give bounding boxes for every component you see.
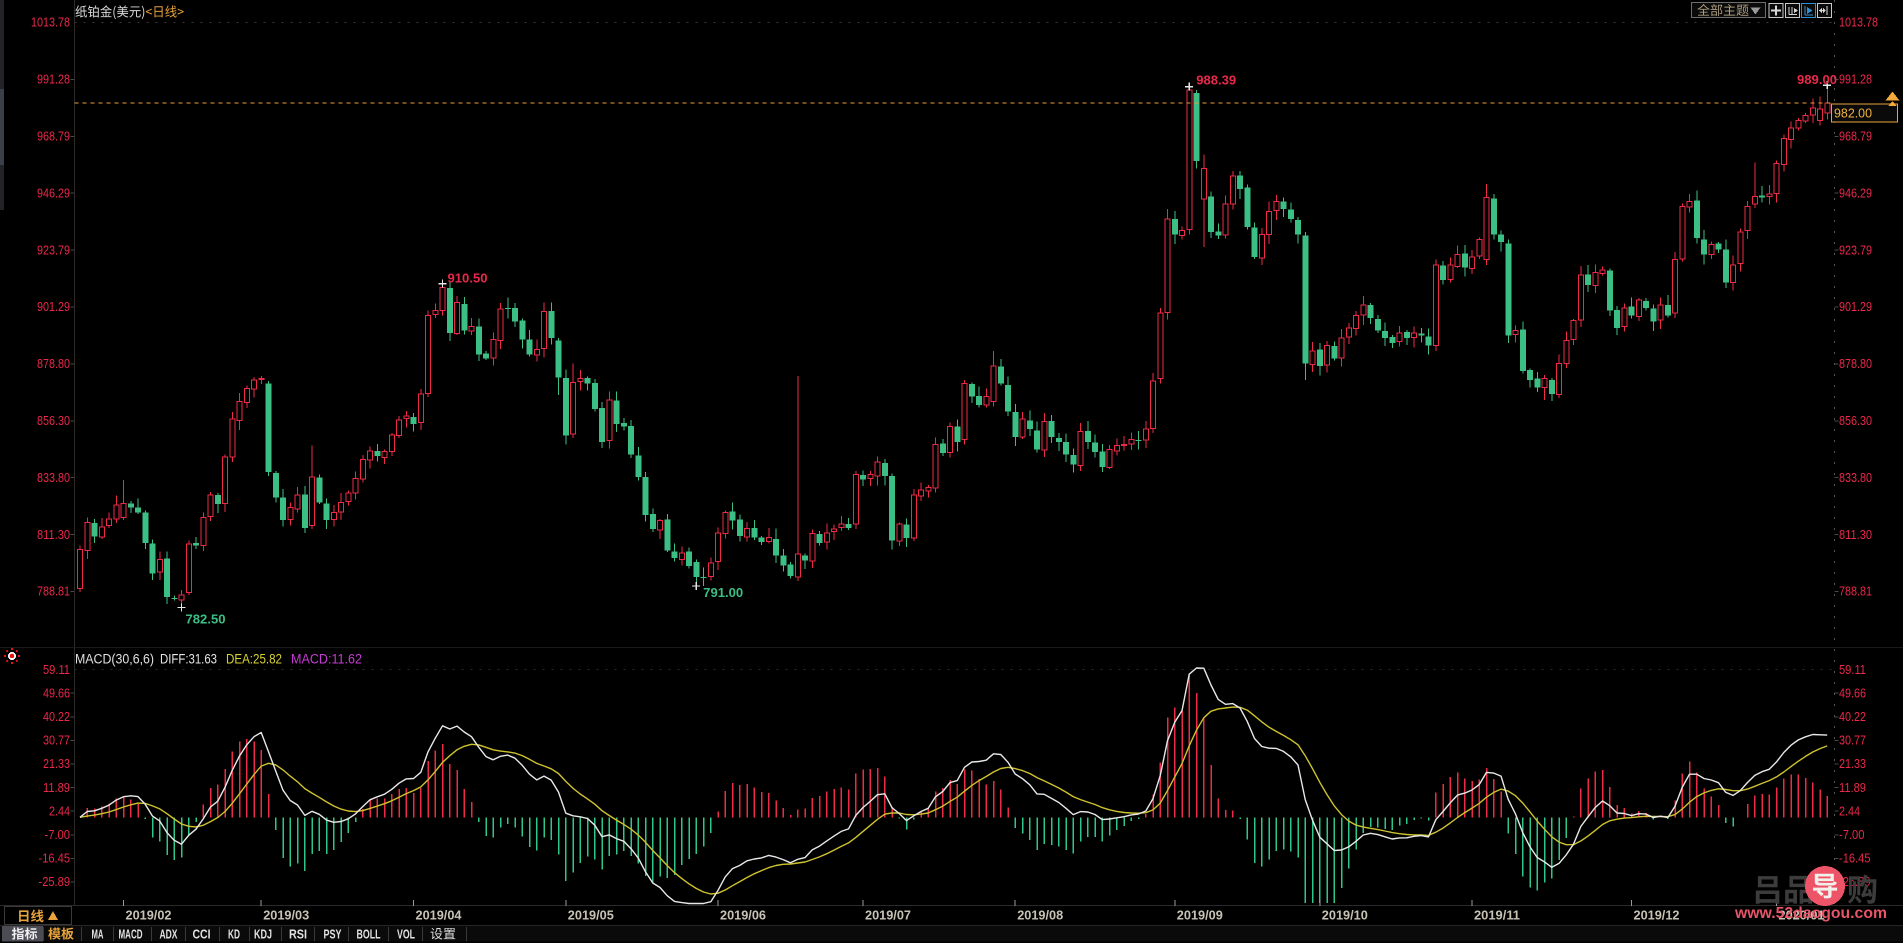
svg-text:923.79: 923.79 (1839, 243, 1872, 257)
svg-text:-16.45: -16.45 (1839, 852, 1871, 866)
svg-text:www.52daogou.com: www.52daogou.com (1734, 905, 1887, 922)
svg-text:KD: KD (228, 928, 240, 942)
svg-text:-7.00: -7.00 (1839, 828, 1865, 842)
svg-text:856.30: 856.30 (1839, 414, 1872, 428)
svg-text:991.28: 991.28 (37, 73, 70, 87)
svg-text:59.11: 59.11 (1839, 663, 1866, 677)
svg-text:2019/03: 2019/03 (263, 908, 309, 923)
svg-text:833.80: 833.80 (1839, 471, 1872, 485)
svg-text:833.80: 833.80 (37, 471, 70, 485)
svg-text:2019/08: 2019/08 (1017, 908, 1063, 923)
svg-text:901.29: 901.29 (37, 300, 70, 314)
svg-text:791.00: 791.00 (703, 585, 743, 600)
svg-text:788.81: 788.81 (37, 585, 70, 599)
svg-text:988.39: 988.39 (1196, 73, 1236, 88)
svg-text:2019/11: 2019/11 (1474, 908, 1520, 923)
svg-text:BOLL: BOLL (357, 928, 381, 942)
svg-text:MA: MA (92, 928, 104, 942)
svg-text:-16.45: -16.45 (39, 852, 71, 866)
svg-text:968.79: 968.79 (37, 130, 70, 144)
svg-text:11.89: 11.89 (43, 781, 70, 795)
svg-text:30.77: 30.77 (1839, 734, 1866, 748)
svg-text:968.79: 968.79 (1839, 130, 1872, 144)
svg-text:KDJ: KDJ (254, 928, 272, 942)
svg-text:2019/10: 2019/10 (1322, 908, 1368, 923)
svg-text:2019/04: 2019/04 (416, 908, 463, 923)
svg-text:ADX: ADX (160, 928, 178, 942)
svg-text:2019/09: 2019/09 (1177, 908, 1223, 923)
svg-text:788.81: 788.81 (1839, 585, 1872, 599)
svg-text:-7.00: -7.00 (45, 828, 71, 842)
svg-text:982.00: 982.00 (1834, 105, 1872, 120)
svg-text:2019/02: 2019/02 (126, 908, 172, 923)
svg-text:MACD:11.62: MACD:11.62 (291, 652, 362, 667)
svg-text:59.11: 59.11 (43, 663, 70, 677)
svg-text:1013.78: 1013.78 (1839, 16, 1878, 30)
svg-text:PSY: PSY (324, 928, 342, 942)
svg-text:811.30: 811.30 (1839, 528, 1872, 542)
svg-text:2019/12: 2019/12 (1634, 908, 1680, 923)
svg-text:VOL: VOL (397, 928, 415, 942)
svg-text:40.22: 40.22 (43, 710, 70, 724)
svg-text:2019/07: 2019/07 (865, 908, 911, 923)
svg-text:11.89: 11.89 (1839, 781, 1866, 795)
svg-text:40.22: 40.22 (1839, 710, 1866, 724)
svg-text:923.79: 923.79 (37, 243, 70, 257)
svg-text:989.00: 989.00 (1797, 72, 1837, 87)
svg-text:1013.78: 1013.78 (31, 16, 70, 30)
svg-text:-25.89: -25.89 (39, 875, 71, 889)
svg-text:856.30: 856.30 (37, 414, 70, 428)
svg-text:991.28: 991.28 (1839, 73, 1872, 87)
svg-text:782.50: 782.50 (186, 612, 226, 627)
svg-text:2.44: 2.44 (49, 804, 70, 818)
svg-text:DIFF:31.63: DIFF:31.63 (160, 652, 217, 667)
svg-text:49.66: 49.66 (43, 686, 70, 700)
svg-text:DEA:25.82: DEA:25.82 (226, 652, 282, 667)
svg-text:2020/01: 2020/01 (1779, 908, 1825, 923)
svg-text:MACD(30,6,6): MACD(30,6,6) (75, 652, 154, 667)
svg-text:MACD: MACD (119, 928, 143, 942)
svg-text:49.66: 49.66 (1839, 686, 1866, 700)
svg-text:878.80: 878.80 (37, 357, 70, 371)
svg-text:2.44: 2.44 (1839, 804, 1860, 818)
svg-text:946.29: 946.29 (37, 186, 70, 200)
svg-text:RSI: RSI (289, 928, 307, 942)
svg-text:811.30: 811.30 (37, 528, 70, 542)
svg-text:21.33: 21.33 (43, 757, 70, 771)
svg-text:CCI: CCI (193, 928, 211, 942)
svg-text:2019/05: 2019/05 (568, 908, 614, 923)
svg-text:878.80: 878.80 (1839, 357, 1872, 371)
svg-text:30.77: 30.77 (43, 734, 70, 748)
svg-text:21.33: 21.33 (1839, 757, 1866, 771)
svg-text:910.50: 910.50 (448, 271, 488, 286)
svg-text:901.29: 901.29 (1839, 300, 1872, 314)
svg-text:946.29: 946.29 (1839, 186, 1872, 200)
svg-text:2019/06: 2019/06 (720, 908, 766, 923)
